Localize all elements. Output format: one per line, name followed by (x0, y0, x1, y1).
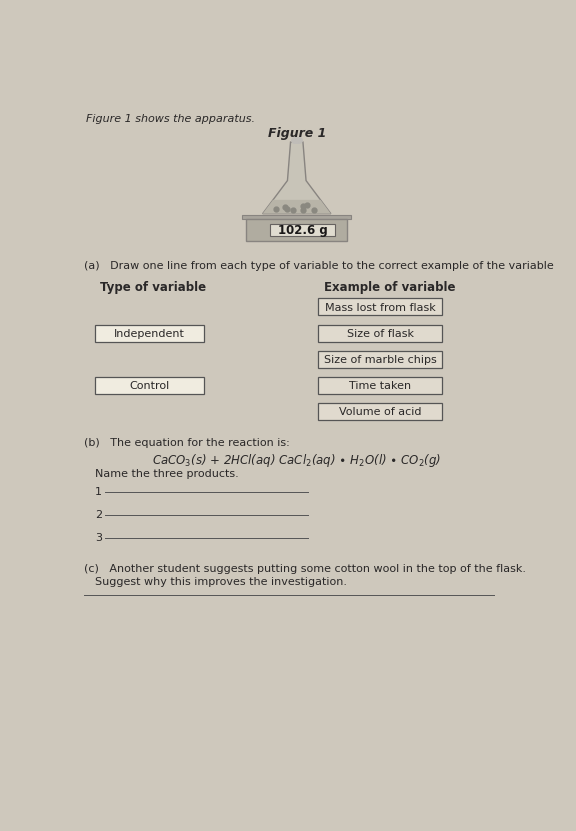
Text: Example of variable: Example of variable (324, 282, 456, 294)
FancyBboxPatch shape (242, 215, 351, 219)
Text: 1: 1 (95, 487, 103, 497)
Text: Size of flask: Size of flask (347, 329, 414, 339)
Text: Size of marble chips: Size of marble chips (324, 355, 437, 365)
Text: 102.6 g: 102.6 g (278, 224, 327, 237)
Text: (a)   Draw one line from each type of variable to the correct example of the var: (a) Draw one line from each type of vari… (84, 262, 554, 272)
FancyBboxPatch shape (95, 377, 204, 394)
FancyBboxPatch shape (270, 224, 335, 236)
Polygon shape (263, 199, 331, 214)
Text: Name the three products.: Name the three products. (95, 469, 239, 479)
FancyBboxPatch shape (319, 377, 442, 394)
Text: Independent: Independent (114, 329, 185, 339)
Text: Volume of acid: Volume of acid (339, 407, 422, 417)
FancyBboxPatch shape (95, 325, 204, 342)
FancyBboxPatch shape (319, 298, 442, 315)
Text: Control: Control (130, 381, 169, 391)
Text: Time taken: Time taken (350, 381, 411, 391)
Polygon shape (263, 142, 331, 214)
FancyBboxPatch shape (319, 325, 442, 342)
Text: 2: 2 (95, 509, 103, 519)
FancyBboxPatch shape (247, 219, 347, 241)
Text: (b)   The equation for the reaction is:: (b) The equation for the reaction is: (84, 438, 289, 448)
Text: Mass lost from flask: Mass lost from flask (325, 302, 436, 312)
Text: (c)   Another student suggests putting some cotton wool in the top of the flask.: (c) Another student suggests putting som… (84, 564, 526, 574)
Text: CaCO$_3$(s) + 2HCl(aq) CaCl$_2$(aq) $\bullet$ H$_2$O(l) $\bullet$ CO$_2$(g): CaCO$_3$(s) + 2HCl(aq) CaCl$_2$(aq) $\bu… (152, 451, 441, 469)
Text: Suggest why this improves the investigation.: Suggest why this improves the investigat… (95, 577, 347, 588)
Text: 3: 3 (95, 533, 103, 543)
FancyBboxPatch shape (319, 403, 442, 420)
Text: Figure 1: Figure 1 (268, 127, 326, 140)
Text: Type of variable: Type of variable (100, 282, 206, 294)
Text: Figure 1 shows the apparatus.: Figure 1 shows the apparatus. (86, 114, 255, 124)
FancyBboxPatch shape (319, 351, 442, 367)
